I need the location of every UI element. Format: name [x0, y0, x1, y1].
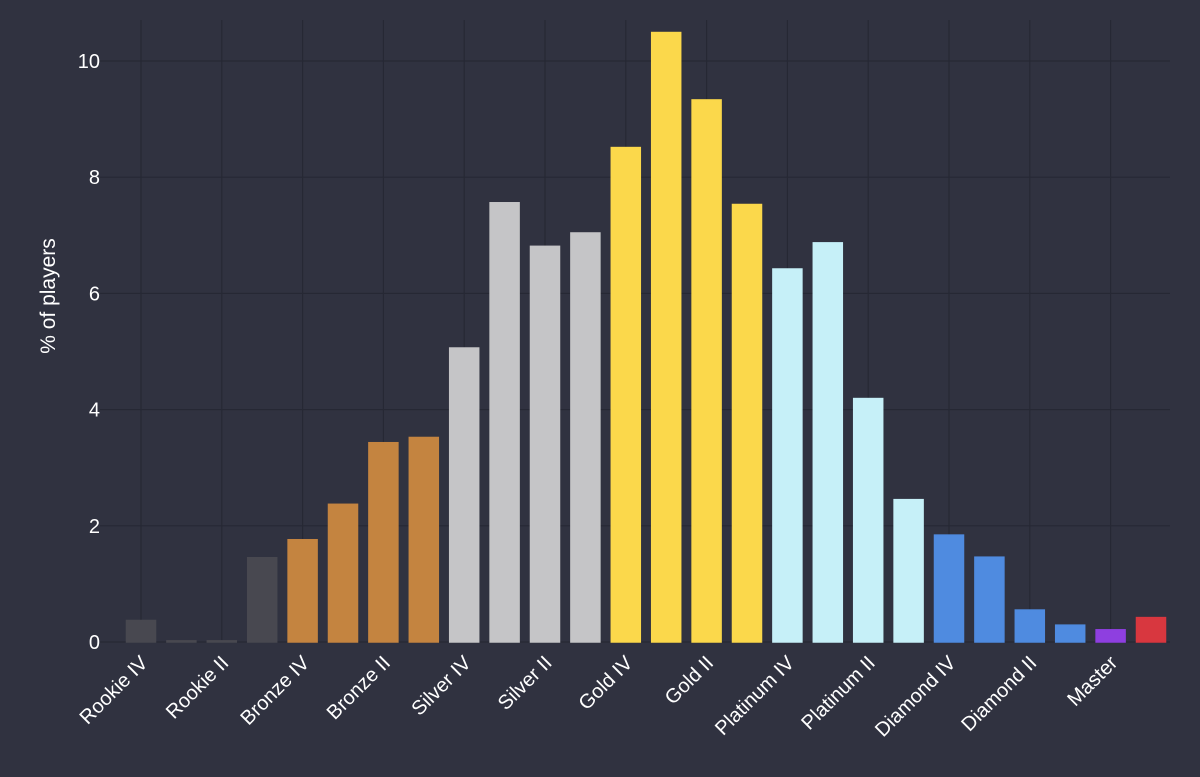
x-tick-label: Diamond II	[957, 652, 1041, 736]
y-tick-label: 8	[89, 167, 100, 189]
bar-gold-iv	[610, 146, 642, 643]
bar-rookie-i	[246, 557, 278, 643]
bar-platinum-ii	[852, 397, 884, 643]
bar-platinum-iv	[772, 268, 803, 643]
bar-gold-ii	[691, 99, 722, 643]
bar-gold-iii	[650, 31, 682, 643]
x-tick-label: Gold II	[661, 652, 718, 709]
bar-diamond-iii	[974, 556, 1005, 643]
bar-diamond-iv	[933, 534, 965, 643]
x-tick-label: Gold IV	[575, 652, 638, 715]
x-tick-label: Bronze II	[323, 652, 395, 724]
bar-rookie-iii	[166, 640, 197, 643]
bar-diamond-ii	[1014, 609, 1046, 643]
bar-bronze-iii	[327, 503, 359, 643]
bar-master	[1095, 629, 1126, 643]
x-tick-label: Rookie IV	[76, 652, 153, 729]
bar-silver-i	[570, 232, 601, 643]
bar-bronze-iv	[287, 538, 318, 643]
bar-silver-iv	[448, 347, 480, 643]
bar-platinum-iii	[812, 242, 844, 643]
x-tick-label: Bronze IV	[236, 652, 314, 730]
y-axis-ticks: 0 2 4 6 8 10	[78, 51, 100, 654]
x-tick-label: Master	[1063, 652, 1122, 711]
bar-silver-ii	[529, 245, 561, 643]
bar-diamond-i	[1054, 624, 1086, 643]
bar-bronze-i	[408, 436, 440, 643]
y-tick-label: 0	[89, 632, 100, 654]
y-axis-title: % of players	[37, 238, 60, 354]
y-tick-label: 4	[89, 400, 100, 422]
bar-platinum-i	[893, 498, 924, 643]
x-tick-label: Diamond IV	[871, 652, 961, 742]
x-tick-label: Silver IV	[408, 652, 477, 721]
y-tick-label: 6	[89, 283, 100, 305]
x-axis-labels: Rookie IV Rookie II Bronze IV Bronze II Silv…	[76, 652, 1123, 742]
x-tick-label: Platinum IV	[711, 652, 799, 740]
y-tick-label: 10	[78, 51, 100, 73]
bar-gold-i	[731, 203, 763, 643]
bar-grandmaster	[1135, 616, 1167, 643]
bar-rookie-ii	[206, 640, 238, 643]
x-tick-label: Silver II	[494, 652, 557, 715]
bars	[125, 31, 1167, 643]
y-tick-label: 2	[89, 516, 100, 538]
bar-rookie-iv	[125, 619, 157, 643]
bar-bronze-ii	[368, 441, 399, 643]
x-tick-label: Platinum II	[797, 652, 879, 734]
bar-silver-iii	[489, 202, 520, 643]
x-tick-label: Rookie II	[162, 652, 233, 723]
